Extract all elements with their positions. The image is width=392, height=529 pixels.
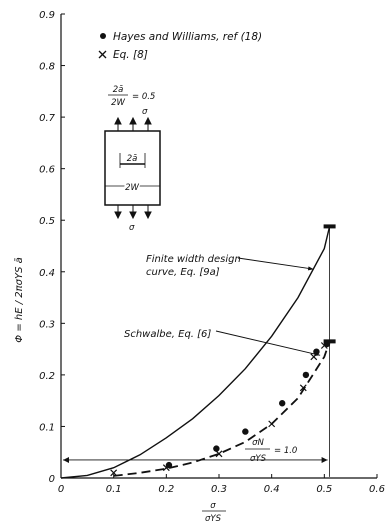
x-axis-label-numerator: σ — [210, 501, 216, 511]
y-axis-title: Φ = hE / 2πσYS ā — [14, 257, 25, 342]
annotation-schwalbe: Schwalbe, Eq. [6] — [124, 329, 211, 340]
inset-crack-dimension — [119, 153, 146, 168]
span-arrow-left-head — [63, 456, 69, 463]
annotation-finite-width-line2: curve, Eq. [9a] — [146, 267, 220, 278]
specimen-inset: 2ā 2W = 0.5 σ 2ā 2W σ — [104, 85, 161, 233]
annotation-sigma-n: σN σYS = 1.0 — [245, 438, 297, 464]
hayes-data-point — [279, 400, 286, 407]
y-tick-label: 0 — [49, 474, 55, 485]
inset-stress-top: σ — [142, 107, 148, 117]
finite-width-curve — [60, 226, 331, 479]
inset-ratio-numerator: 2ā — [113, 85, 124, 95]
x-tick-label: 0.4 — [264, 484, 280, 495]
legend-dot-marker — [100, 33, 106, 39]
axes: 0 0.1 0.2 0.3 0.4 0.5 0.6 0 0.1 0.2 0.3 0.4 0.5 0.6 0.… — [39, 10, 385, 495]
x-tick-label: 0.6 — [369, 484, 385, 495]
x-tick-label: 0.5 — [316, 484, 332, 495]
annotation-finite-width: Finite width design curve, Eq. [9a] — [146, 254, 241, 278]
y-tick-label: 0.8 — [39, 62, 55, 73]
x-axis-label-denominator: σYS — [205, 514, 222, 524]
inset-top-arrows — [114, 116, 152, 131]
legend-label-hayes: Hayes and Williams, ref (18) — [113, 31, 262, 43]
x-tick-label: 0.2 — [158, 484, 174, 495]
data-points — [110, 340, 331, 477]
hayes-data-point — [302, 371, 310, 379]
inset-ratio-value: = 0.5 — [132, 92, 155, 102]
annotation-finite-width-line1: Finite width design — [146, 254, 241, 265]
y-tick-label: 0.6 — [39, 165, 55, 176]
x-tick-label: 0.1 — [106, 484, 122, 495]
y-tick-label: 0.9 — [39, 10, 55, 21]
inset-ratio-denominator: 2W — [111, 98, 125, 108]
hayes-data-point — [213, 445, 220, 452]
y-axis-label: Φ = hE / 2πσYS ā — [14, 257, 25, 342]
y-tick-label: 0.5 — [39, 216, 55, 227]
eq8-data-point — [268, 420, 276, 428]
x-axis-title: σ σYS — [202, 501, 226, 524]
legend-x-marker — [98, 50, 107, 59]
y-tick-label: 0.3 — [39, 319, 55, 330]
schwalbe-curve — [113, 341, 331, 477]
inset-specimen-plate — [104, 130, 161, 206]
inset-bottom-arrows — [114, 205, 152, 220]
y-tick-label: 0.1 — [39, 422, 55, 433]
hayes-data-point — [313, 348, 320, 355]
x-tick-label: 0 — [58, 484, 64, 495]
finite-width-leader — [237, 257, 314, 270]
finite-width-leader-head — [307, 266, 314, 271]
legend: Hayes and Williams, ref (18) Eq. [8] — [98, 31, 262, 61]
eq8-data-point — [320, 342, 328, 349]
hayes-data-point — [323, 340, 331, 348]
y-tick-label: 0.4 — [39, 268, 55, 279]
schwalbe-leader — [215, 330, 321, 356]
eq8-data-point — [310, 353, 318, 361]
eq8-data-point — [162, 464, 170, 472]
inset-width-label: 2W — [125, 183, 139, 193]
eq8-data-point — [110, 469, 118, 477]
legend-label-eq8: Eq. [8] — [113, 49, 148, 61]
inset-stress-bottom: σ — [129, 223, 135, 233]
eq8-data-point — [299, 384, 307, 392]
annotation-sigma-n-value: = 1.0 — [274, 446, 297, 456]
eq8-data-point — [215, 450, 223, 458]
hayes-data-point — [242, 428, 249, 435]
y-tick-label: 0.7 — [39, 113, 56, 124]
inset-crack-label: 2ā — [127, 154, 138, 164]
annotation-sigma-n-denominator: σYS — [250, 454, 267, 464]
y-tick-label: 0.2 — [39, 371, 55, 382]
span-arrow-right-head — [321, 456, 328, 463]
annotation-sigma-n-numerator: σN — [252, 438, 264, 448]
x-tick-label: 0.3 — [211, 484, 227, 495]
